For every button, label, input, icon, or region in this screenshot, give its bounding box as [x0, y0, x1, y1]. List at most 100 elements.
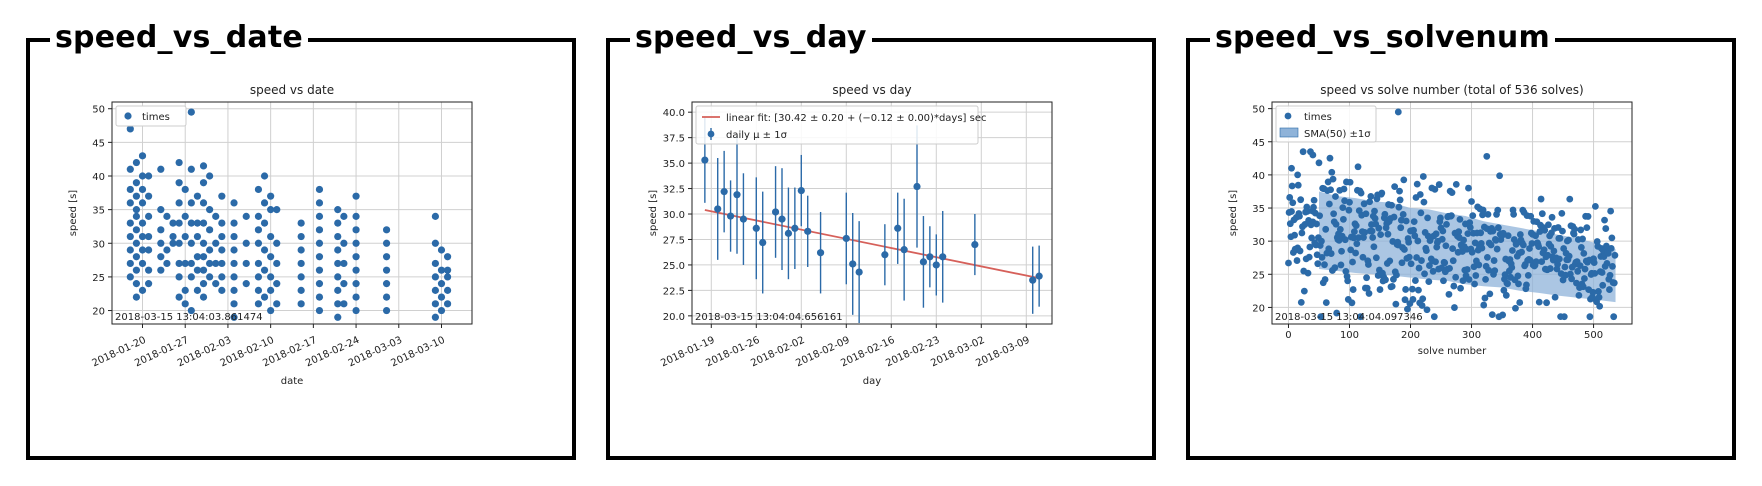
data-point — [1590, 259, 1598, 266]
data-point — [1541, 226, 1549, 234]
data-point — [181, 286, 189, 294]
data-point — [1551, 293, 1559, 301]
data-point — [1496, 172, 1503, 180]
data-point — [1348, 299, 1356, 307]
data-point — [1512, 304, 1519, 312]
data-point — [1346, 198, 1353, 206]
data-point — [1591, 202, 1599, 210]
data-point — [254, 212, 263, 220]
data-point — [218, 192, 226, 200]
data-point — [187, 108, 195, 116]
data-point — [1550, 247, 1558, 255]
data-point — [1338, 247, 1345, 255]
data-point — [1437, 214, 1444, 222]
data-point — [157, 226, 165, 234]
data-point — [157, 266, 165, 274]
data-point — [193, 219, 202, 227]
data-point — [1393, 271, 1400, 279]
data-point — [1352, 249, 1359, 257]
data-point — [1574, 267, 1582, 275]
data-point — [1333, 309, 1341, 317]
y-tick-label: 40 — [1252, 171, 1265, 182]
data-point — [181, 300, 189, 308]
data-point — [1607, 207, 1615, 215]
data-point — [1411, 277, 1419, 284]
y-tick-label: 45 — [92, 138, 105, 149]
data-point — [1415, 264, 1423, 272]
data-point — [1318, 237, 1325, 245]
data-point — [437, 306, 446, 315]
data-point — [431, 273, 439, 281]
data-point — [352, 266, 360, 274]
data-point — [218, 232, 226, 241]
data-point — [1392, 300, 1400, 308]
data-point — [1322, 299, 1330, 306]
y-tick-label: 40 — [92, 172, 105, 183]
data-point — [199, 253, 208, 261]
data-point — [1509, 247, 1516, 254]
data-point — [230, 232, 238, 241]
data-point — [1443, 220, 1450, 228]
data-point — [145, 192, 153, 200]
data-point — [138, 219, 147, 227]
legend-label-daily: daily μ ± 1σ — [726, 130, 788, 141]
data-point — [431, 313, 439, 321]
data-point — [1370, 243, 1378, 251]
data-point — [1545, 221, 1552, 229]
data-point — [1579, 235, 1586, 243]
data-point — [1425, 278, 1433, 285]
data-point — [1305, 253, 1313, 261]
data-point — [1527, 212, 1535, 220]
data-point — [297, 259, 305, 268]
data-point — [1577, 226, 1585, 234]
data-point — [1407, 260, 1415, 268]
data-point — [1595, 288, 1602, 295]
data-point — [431, 239, 439, 247]
data-point — [1532, 232, 1539, 240]
data-point — [1396, 187, 1403, 195]
data-point — [1413, 254, 1421, 261]
data-point — [431, 259, 439, 268]
data-point — [352, 239, 360, 247]
data-point — [181, 259, 189, 268]
daily-mean-point — [778, 215, 786, 223]
chart-title: speed vs solve number (total of 536 solv… — [1320, 83, 1584, 97]
data-point — [1560, 313, 1568, 321]
data-point — [126, 259, 134, 268]
daily-mean-point — [720, 188, 728, 196]
data-point — [132, 239, 141, 247]
data-point — [1457, 284, 1464, 292]
data-point — [242, 239, 250, 247]
data-point — [352, 226, 360, 234]
data-point — [254, 300, 263, 308]
data-point — [1296, 212, 1303, 220]
data-point — [1375, 224, 1383, 232]
data-point — [1580, 249, 1588, 257]
data-point — [254, 185, 263, 194]
data-point — [431, 300, 439, 308]
data-point — [1310, 203, 1317, 211]
data-point — [1577, 244, 1585, 251]
data-point — [1431, 185, 1439, 193]
data-point — [340, 239, 348, 247]
data-point — [1468, 198, 1475, 205]
data-point — [437, 246, 446, 254]
data-point — [334, 259, 342, 268]
data-point — [126, 165, 134, 173]
data-point — [334, 300, 342, 308]
data-point — [1464, 230, 1472, 238]
timestamp-label: 2018-03-15 13:04:04.656161 — [695, 312, 843, 323]
data-point — [1459, 277, 1467, 285]
data-point — [126, 219, 134, 227]
data-point — [1586, 313, 1594, 321]
data-point — [212, 259, 220, 268]
data-point — [1329, 175, 1337, 183]
data-point — [1561, 263, 1569, 271]
y-tick-label: 35 — [92, 206, 105, 217]
plot-frame — [691, 101, 1053, 325]
data-point — [1340, 185, 1348, 193]
data-point — [334, 246, 342, 254]
data-point — [132, 280, 141, 288]
data-point — [1401, 296, 1409, 304]
data-point — [175, 219, 183, 227]
